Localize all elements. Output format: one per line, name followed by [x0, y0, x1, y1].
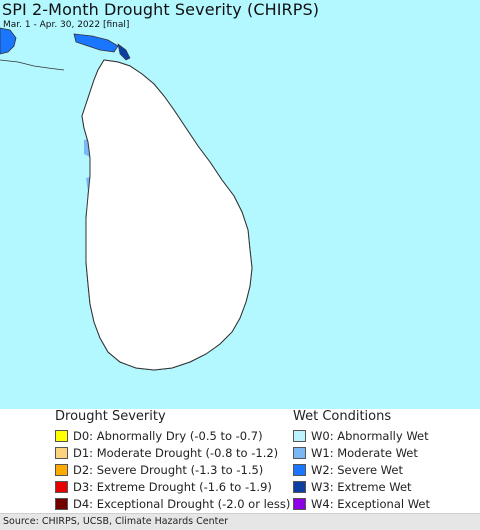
swatch-d0: [55, 430, 68, 442]
legend-label-w2: W2: Severe Wet: [311, 463, 403, 477]
legend-label-d3: D3: Extreme Drought (-1.6 to -1.9): [73, 480, 272, 494]
legend-label-d1: D1: Moderate Drought (-0.8 to -1.2): [73, 446, 279, 460]
legend-item-d0: D0: Abnormally Dry (-0.5 to -0.7): [55, 428, 290, 444]
legend-label-w3: W3: Extreme Wet: [311, 480, 412, 494]
swatch-d2: [55, 464, 68, 476]
legend-item-w2: W2: Severe Wet: [293, 462, 430, 478]
drought-legend: Drought Severity D0: Abnormally Dry (-0.…: [55, 409, 290, 513]
legend-item-d2: D2: Severe Drought (-1.3 to -1.5): [55, 462, 290, 478]
legend-label-d4: D4: Exceptional Drought (-2.0 or less): [73, 497, 291, 511]
jaffna-strip: [73, 33, 119, 53]
legend-label-d0: D0: Abnormally Dry (-0.5 to -0.7): [73, 429, 263, 443]
india-coast-outline: [0, 59, 65, 71]
legend-label-w1: W1: Moderate Wet: [311, 446, 418, 460]
legend: Drought Severity D0: Abnormally Dry (-0.…: [0, 409, 480, 513]
source-text: Source: CHIRPS, UCSB, Climate Hazards Ce…: [3, 516, 229, 527]
swatch-w3: [293, 481, 306, 493]
swatch-w4: [293, 498, 306, 510]
legend-item-w0: W0: Abnormally Wet: [293, 428, 430, 444]
drought-legend-heading: Drought Severity: [55, 409, 166, 424]
swatch-w0: [293, 430, 306, 442]
legend-item-d1: D1: Moderate Drought (-0.8 to -1.2): [55, 445, 290, 461]
sea-area: [0, 0, 480, 409]
legend-item-w1: W1: Moderate Wet: [293, 445, 430, 461]
source-footer: Source: CHIRPS, UCSB, Climate Hazards Ce…: [0, 513, 480, 530]
swatch-d1: [55, 447, 68, 459]
map-title: SPI 2-Month Drought Severity (CHIRPS): [2, 0, 320, 19]
wet-legend: Wet Conditions W0: Abnormally Wet W1: Mo…: [293, 409, 430, 513]
map-subtitle: Mar. 1 - Apr. 30, 2022 [final]: [3, 20, 130, 30]
map-area: SPI 2-Month Drought Severity (CHIRPS) Ma…: [0, 0, 480, 409]
swatch-d3: [55, 481, 68, 493]
legend-item-d4: D4: Exceptional Drought (-2.0 or less): [55, 496, 290, 512]
swatch-w1: [293, 447, 306, 459]
legend-item-d3: D3: Extreme Drought (-1.6 to -1.9): [55, 479, 290, 495]
legend-item-w4: W4: Exceptional Wet: [293, 496, 430, 512]
india-coast-land: [0, 27, 17, 55]
legend-label-w0: W0: Abnormally Wet: [311, 429, 429, 443]
jaffna-lagoon: [117, 43, 131, 61]
swatch-w2: [293, 464, 306, 476]
title-block: SPI 2-Month Drought Severity (CHIRPS) Ma…: [2, 0, 319, 31]
legend-label-d2: D2: Severe Drought (-1.3 to -1.5): [73, 463, 264, 477]
swatch-d4: [55, 498, 68, 510]
legend-label-w4: W4: Exceptional Wet: [311, 497, 430, 511]
wet-legend-heading: Wet Conditions: [293, 409, 392, 424]
sri-lanka-map: [0, 0, 480, 409]
legend-item-w3: W3: Extreme Wet: [293, 479, 430, 495]
